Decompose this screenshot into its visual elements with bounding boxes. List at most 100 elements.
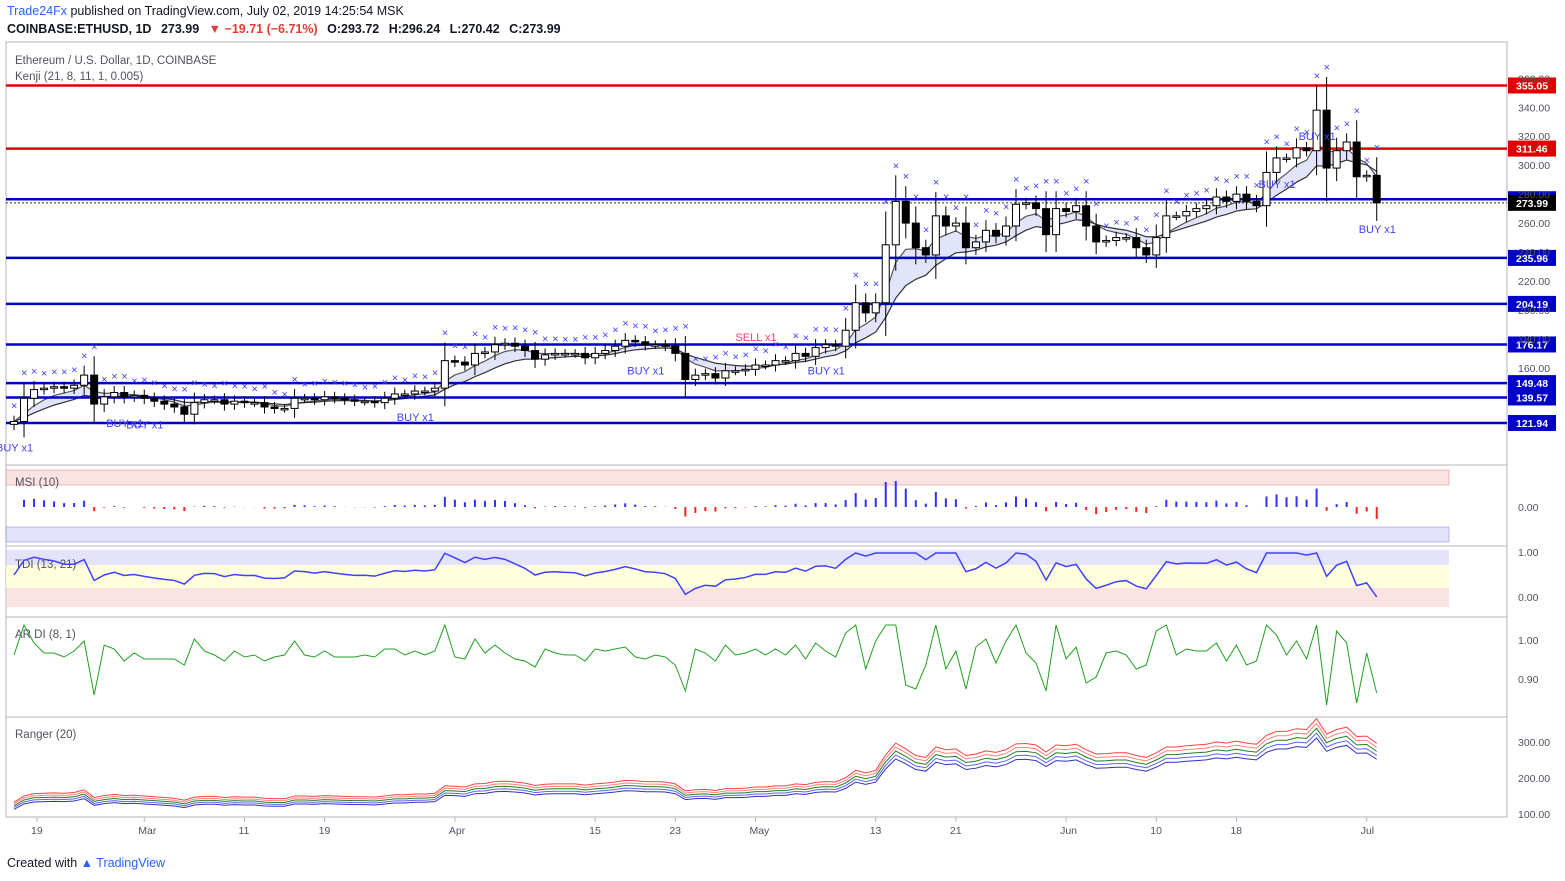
high-x-mark: × bbox=[1063, 188, 1069, 200]
high-x-mark: × bbox=[272, 387, 278, 399]
high-x-mark: × bbox=[923, 225, 929, 237]
high-x-mark: × bbox=[793, 330, 799, 342]
high-x-mark: × bbox=[1103, 220, 1109, 232]
tdi-tick-0: 0.00 bbox=[1518, 592, 1539, 604]
ranger-line-2 bbox=[13, 727, 1378, 807]
high-x-mark: × bbox=[752, 343, 758, 355]
level-tag-bg bbox=[1508, 336, 1556, 353]
time-tick-21: 21 bbox=[950, 825, 962, 837]
candle-body bbox=[190, 402, 199, 415]
high-x-mark: × bbox=[362, 382, 368, 394]
high-x-mark: × bbox=[402, 375, 408, 387]
high-x-mark: × bbox=[11, 401, 17, 413]
candle-body bbox=[340, 397, 349, 401]
ranger-tick-1: 200.00 bbox=[1518, 773, 1550, 785]
tradingview-logo-icon[interactable]: ▲ bbox=[80, 856, 94, 870]
high-x-mark: × bbox=[1264, 136, 1270, 148]
high-x-mark: × bbox=[492, 322, 498, 334]
author-link[interactable]: Trade24Fx bbox=[7, 4, 67, 18]
buy-signal-label: BUY x1 bbox=[106, 418, 143, 430]
level-tag-bg bbox=[1508, 249, 1556, 266]
candle-body bbox=[400, 393, 409, 396]
high-x-mark: × bbox=[943, 191, 949, 203]
high-x-mark: × bbox=[993, 208, 999, 220]
high-x-mark: × bbox=[1354, 105, 1360, 117]
candle-body bbox=[751, 364, 760, 370]
candle-body bbox=[1092, 225, 1101, 243]
high-x-mark: × bbox=[732, 351, 738, 363]
high-x-mark: × bbox=[522, 325, 528, 337]
candle-body bbox=[1142, 247, 1151, 256]
time-tick-15: 15 bbox=[589, 825, 601, 837]
candle-body bbox=[470, 352, 479, 366]
candle-body bbox=[851, 302, 860, 331]
candle-body bbox=[1372, 174, 1381, 204]
candle-body bbox=[1322, 109, 1331, 169]
high-x-mark: × bbox=[662, 325, 668, 337]
buy-signal-label: BUY x1 bbox=[126, 419, 163, 431]
open-value: O:293.72 bbox=[327, 22, 380, 36]
candle-body bbox=[1192, 208, 1201, 213]
candle-body bbox=[611, 345, 620, 352]
candle-body bbox=[1001, 225, 1010, 237]
high-x-mark: × bbox=[1013, 174, 1019, 186]
high-x-mark: × bbox=[191, 378, 197, 390]
tradingview-link[interactable]: TradingView bbox=[96, 856, 166, 870]
candle-body bbox=[921, 247, 930, 256]
high-x-mark: × bbox=[712, 352, 718, 364]
candle-body bbox=[300, 397, 309, 401]
high-x-mark: × bbox=[482, 332, 488, 344]
high-x-mark: × bbox=[171, 383, 177, 395]
high-x-mark: × bbox=[953, 202, 959, 214]
level-tag-149.48: 149.48 bbox=[1516, 378, 1548, 390]
candle-body bbox=[60, 386, 69, 389]
msi-lower-band bbox=[5, 526, 1450, 543]
price-axis[interactable]: 160.00 180.00 200.00 220.00 240.00 260.00 280.… bbox=[1518, 73, 1550, 375]
ranger-tick-2: 100.00 bbox=[1518, 809, 1550, 821]
candle-body bbox=[260, 402, 269, 408]
time-tick-Jun: Jun bbox=[1060, 825, 1077, 837]
high-x-mark: × bbox=[392, 372, 398, 384]
high-x-mark: × bbox=[71, 364, 77, 376]
level-tag-176.17: 176.17 bbox=[1516, 339, 1548, 351]
candle-body bbox=[761, 364, 770, 367]
price-tick-160: 160.00 bbox=[1518, 363, 1550, 375]
candle-body bbox=[170, 403, 179, 408]
price-tick-280: 280.00 bbox=[1518, 189, 1550, 201]
candle-body bbox=[1202, 205, 1211, 210]
high-x-mark: × bbox=[803, 333, 809, 345]
tdi-lower-band bbox=[6, 588, 1449, 607]
candle-body bbox=[651, 344, 660, 347]
high-x-mark: × bbox=[722, 348, 728, 360]
created-with-label: Created with bbox=[7, 856, 78, 870]
candle-body bbox=[771, 360, 780, 366]
footer: Created with ▲ TradingView bbox=[7, 856, 165, 870]
candle-body bbox=[70, 384, 79, 389]
candle-body bbox=[1052, 208, 1061, 236]
ardi-tick-090: 0.90 bbox=[1518, 674, 1539, 686]
high-x-mark: × bbox=[973, 220, 979, 232]
ranger-line-0 bbox=[13, 717, 1378, 803]
candle-body bbox=[370, 400, 379, 404]
candle-body bbox=[1132, 237, 1141, 249]
high-x-mark: × bbox=[1304, 127, 1310, 139]
candle-body bbox=[320, 396, 329, 401]
candle-body bbox=[1162, 215, 1171, 239]
candle-body bbox=[270, 406, 279, 409]
candle-body bbox=[10, 420, 18, 425]
high-x-mark: × bbox=[763, 346, 769, 358]
high-x-mark: × bbox=[773, 339, 779, 351]
high-x-mark: × bbox=[672, 323, 678, 335]
candle-body bbox=[1282, 157, 1291, 160]
high-x-mark: × bbox=[1153, 210, 1159, 222]
high-x-mark: × bbox=[642, 321, 648, 333]
candle-body bbox=[1112, 237, 1121, 241]
candle-body bbox=[140, 394, 149, 399]
high-value: H:296.24 bbox=[388, 22, 441, 36]
time-axis[interactable]: 19 Mar 11 19 Apr 15 23 May 13 21 Jun 10 18 Jul bbox=[31, 817, 1374, 837]
candle-body bbox=[681, 352, 690, 380]
low-value: L:270.42 bbox=[449, 22, 500, 36]
high-x-mark: × bbox=[1344, 118, 1350, 130]
high-x-mark: × bbox=[702, 354, 708, 366]
